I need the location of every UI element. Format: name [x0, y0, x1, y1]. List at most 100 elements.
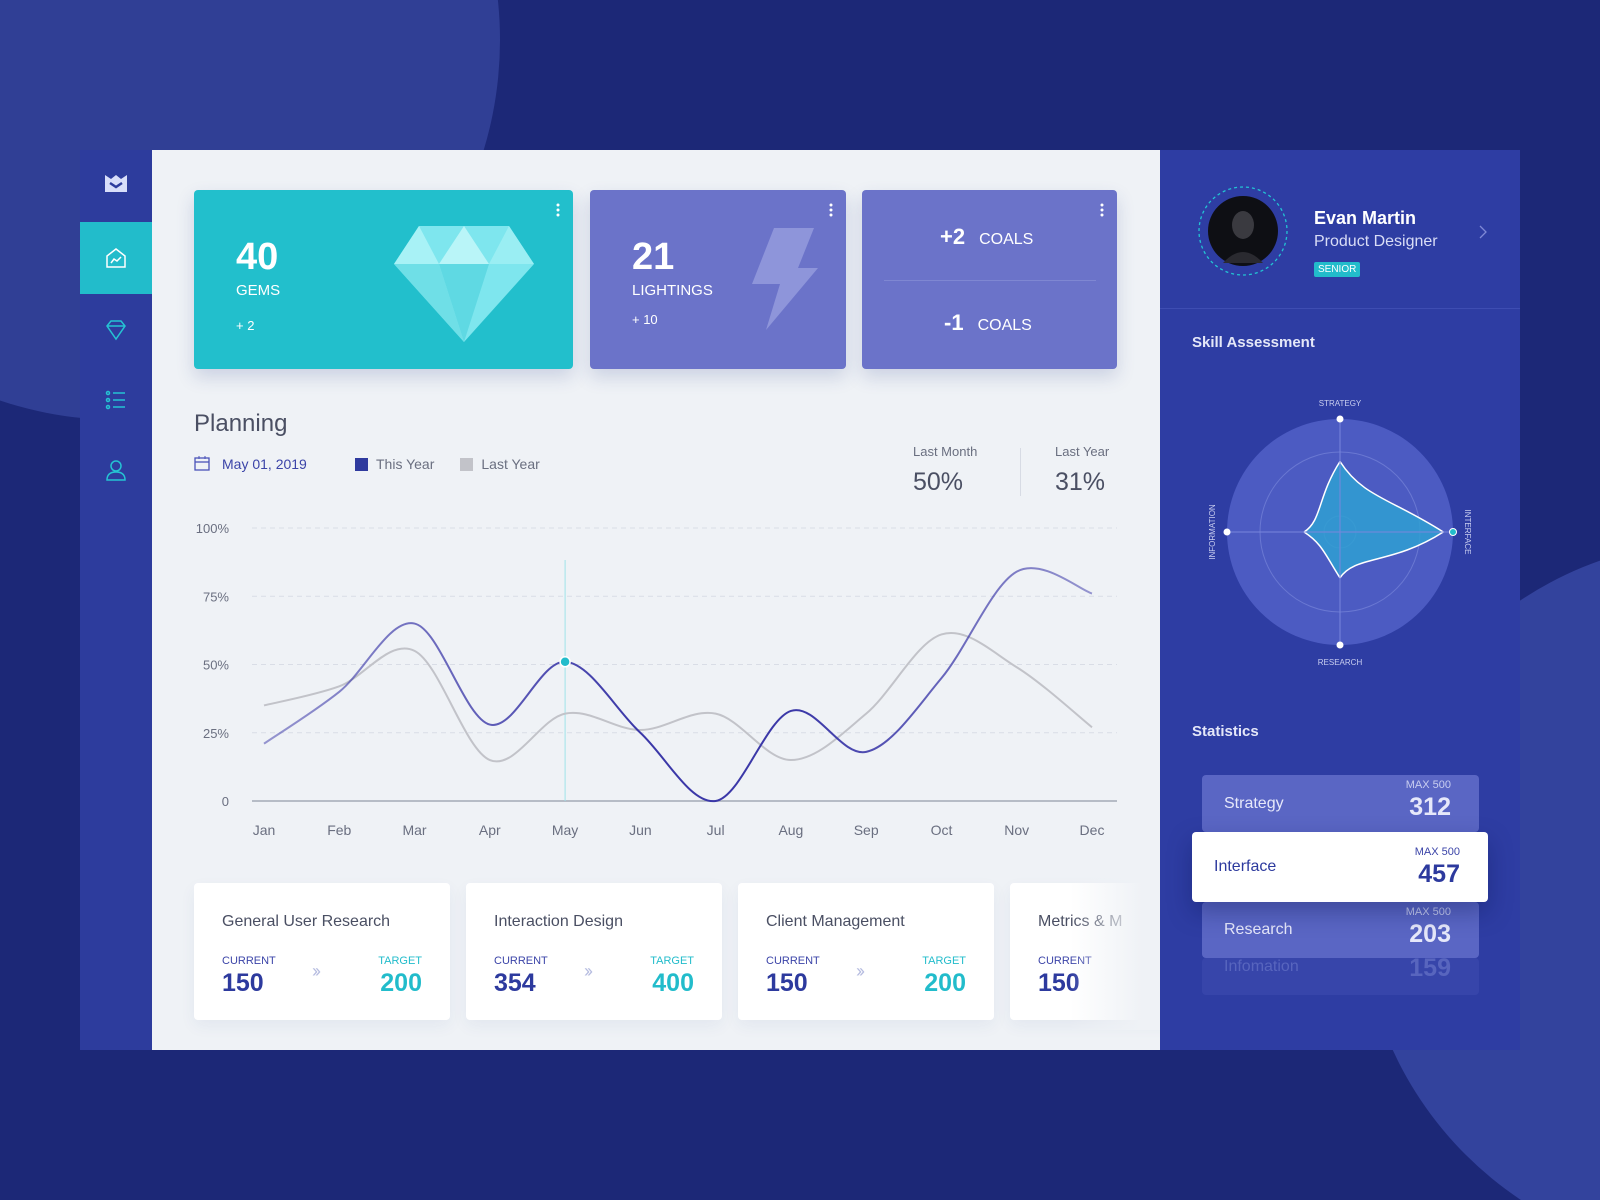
- chart-title: Planning: [194, 410, 288, 437]
- highlight-point: [559, 656, 571, 668]
- target-value: 400: [652, 969, 694, 997]
- goal-title: General User Research: [222, 913, 391, 930]
- stat-card: Infomation 159: [1202, 954, 1479, 995]
- comparison-label: Last Month: [913, 444, 978, 459]
- nav-profile[interactable]: [104, 458, 128, 482]
- radar-axis-dot: [1336, 641, 1344, 649]
- target-label: TARGET: [650, 955, 694, 967]
- home-icon: [106, 248, 126, 268]
- goal-card: Client Management CURRENT 150 TARGET 200 ››: [738, 883, 994, 1020]
- stat-value: 457: [1418, 860, 1460, 888]
- line-chart: 0 25% 50% 75% 100% Jan Feb Mar Apr May Jun Jul Aug Se…: [196, 521, 1117, 838]
- current-label: CURRENT: [766, 955, 820, 967]
- series-line: [263, 632, 1093, 763]
- target-label: TARGET: [922, 955, 966, 967]
- radar-axis-label: RESEARCH: [1318, 658, 1363, 667]
- y-tick-label: 75%: [203, 589, 229, 604]
- avatar[interactable]: [1197, 185, 1289, 277]
- stat-name: Interface: [1214, 858, 1277, 875]
- coals-value: -1: [944, 310, 964, 335]
- target-value: 200: [380, 969, 422, 997]
- calendar-icon[interactable]: [194, 455, 210, 471]
- legend-label: Last Year: [481, 456, 540, 472]
- card-menu[interactable]: [828, 202, 834, 218]
- radar-shape: [1302, 460, 1445, 580]
- coals-row: -1 COALS: [944, 310, 1032, 336]
- x-tick-label: Jan: [253, 822, 276, 838]
- radar-axis-dot: [1223, 528, 1231, 536]
- section-title: Statistics: [1192, 723, 1259, 740]
- x-tick-label: Dec: [1080, 822, 1105, 838]
- legend-swatch: [355, 458, 368, 471]
- current-value: 354: [494, 969, 536, 997]
- profile-name: Evan Martin: [1314, 208, 1417, 228]
- legend-label: This Year: [376, 456, 435, 472]
- x-tick-label: Oct: [931, 822, 953, 838]
- card-menu[interactable]: [1099, 202, 1105, 218]
- lightings-change: + 10: [632, 312, 658, 327]
- x-tick-label: Sep: [854, 822, 879, 838]
- lightings-value: 21: [632, 236, 675, 278]
- goal-card: Interaction Design CURRENT 354 TARGET 400 ››: [466, 883, 722, 1020]
- gems-label: GEMS: [236, 282, 281, 299]
- current-value: 150: [766, 969, 808, 997]
- x-tick-label: Nov: [1004, 822, 1029, 838]
- current-value: 150: [222, 969, 264, 997]
- comparison: Last Month 50% Last Year 31%: [900, 444, 1120, 504]
- goal-card: General User Research CURRENT 150 TARGET 200…: [194, 883, 450, 1020]
- legend: This Year Last Year: [355, 456, 566, 472]
- card-menu[interactable]: [555, 202, 561, 218]
- x-tick-label: Jun: [629, 822, 652, 838]
- chart-date[interactable]: May 01, 2019: [222, 456, 307, 472]
- x-tick-label: May: [552, 822, 578, 838]
- x-tick-label: Apr: [479, 822, 501, 838]
- arrow-icon: ››: [584, 961, 593, 981]
- stat-name: Research: [1224, 921, 1293, 938]
- lightning-illustration: [752, 228, 818, 330]
- stat-name: Infomation: [1224, 958, 1299, 975]
- radar-axis-dot: [1336, 415, 1344, 423]
- coals-row: +2 COALS: [940, 224, 1033, 250]
- gem-illustration: [394, 226, 534, 342]
- stat-max: MAX 500: [1405, 906, 1451, 918]
- stat-card: Interface MAX 500 457: [1192, 832, 1488, 902]
- target-label: TARGET: [378, 955, 422, 967]
- fade: [1070, 875, 1160, 1030]
- chevron[interactable]: [1478, 224, 1488, 240]
- stat-value: 203: [1409, 920, 1451, 948]
- x-tick-label: Mar: [402, 822, 426, 838]
- arrow-icon: ››: [312, 961, 321, 981]
- target-value: 200: [924, 969, 966, 997]
- current-label: CURRENT: [494, 955, 548, 967]
- radar-axis-dot: [1449, 528, 1457, 536]
- profile-role: Product Designer: [1314, 233, 1438, 250]
- stat-value: 312: [1409, 793, 1451, 821]
- logo: [105, 175, 127, 192]
- comparison-label: Last Year: [1055, 444, 1110, 459]
- nav-home[interactable]: [80, 222, 152, 294]
- coals-value: +2: [940, 224, 966, 249]
- stat-card: Strategy MAX 500 312: [1202, 775, 1479, 832]
- lightings-card: 21 LIGHTINGS + 10: [590, 190, 846, 369]
- nav-list[interactable]: [104, 388, 128, 412]
- stat-value: 159: [1409, 954, 1451, 982]
- x-tick-label: Jul: [707, 822, 725, 838]
- gems-card: 40 GEMS + 2: [194, 190, 573, 369]
- x-tick-label: Feb: [327, 822, 351, 838]
- nav-gems[interactable]: [104, 318, 128, 342]
- profile-badge: SENIOR: [1314, 262, 1361, 277]
- radar-chart: STRATEGY INTERFACE RESEARCH INFORMATION: [1208, 399, 1472, 667]
- x-tick-label: Aug: [778, 822, 803, 838]
- coals-label: COALS: [977, 317, 1032, 334]
- y-tick-label: 100%: [196, 521, 230, 536]
- comparison-value: 31%: [1055, 468, 1106, 496]
- lightings-label: LIGHTINGS: [632, 282, 713, 299]
- legend-item: This Year: [355, 456, 434, 472]
- section-title: Skill Assessment: [1192, 334, 1315, 351]
- gems-value: 40: [236, 236, 279, 278]
- gems-change: + 2: [236, 318, 255, 333]
- current-label: CURRENT: [222, 955, 276, 967]
- divider: [884, 280, 1096, 281]
- arrow-icon: ››: [856, 961, 865, 981]
